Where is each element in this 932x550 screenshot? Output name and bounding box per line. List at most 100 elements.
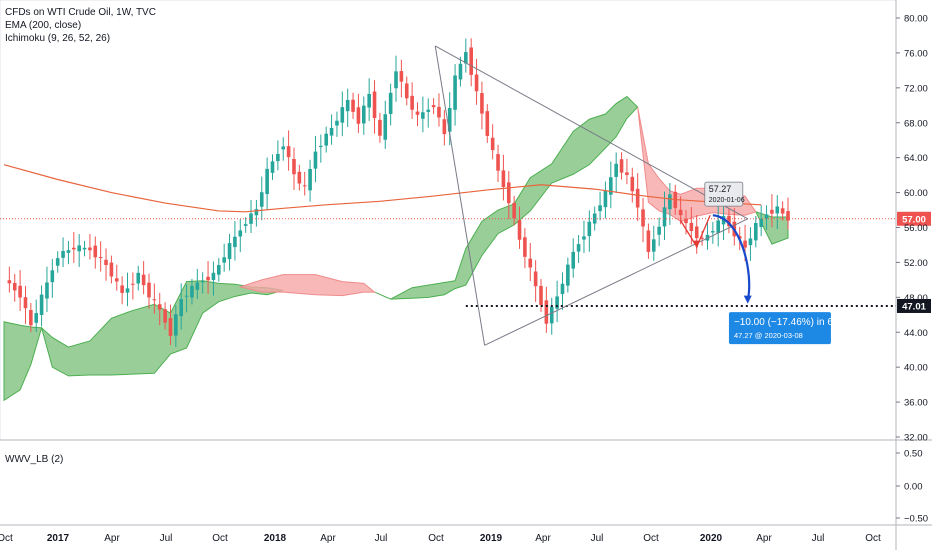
candle-up <box>614 163 618 177</box>
candle-up <box>748 238 753 246</box>
candle-down <box>678 209 683 216</box>
legend: CFDs on WTI Crude Oil, 1W, TVC EMA (200,… <box>5 6 156 45</box>
triangle-lower-line <box>484 218 748 346</box>
candle-up <box>754 223 758 241</box>
candle-down <box>378 119 382 136</box>
time-tick-label: Jul <box>160 533 173 544</box>
candle-down <box>533 271 538 287</box>
candle-up <box>308 168 312 191</box>
zigzag-arrowhead <box>693 240 700 250</box>
candle-down <box>630 176 635 192</box>
candle-down <box>399 71 404 82</box>
ema-200-line <box>3 164 762 213</box>
callout-date: 2020-01-06 <box>709 197 745 204</box>
candle-up <box>190 285 194 298</box>
candle-down <box>517 220 522 240</box>
price-tick-label: 48.00 <box>904 293 928 304</box>
candle-up <box>77 245 81 252</box>
candle-up <box>136 272 141 284</box>
time-tick-label: 2019 <box>480 533 503 544</box>
forecast-arrow <box>712 214 751 301</box>
candle-down <box>72 247 76 250</box>
candle-down <box>506 182 511 204</box>
candle-down <box>163 309 167 323</box>
price-tick-label: 40.00 <box>904 363 928 374</box>
candle-down <box>442 119 447 135</box>
candle-down <box>528 258 533 268</box>
candle-up <box>603 190 608 208</box>
candle-down <box>104 259 108 266</box>
target-price-tag <box>897 298 931 313</box>
forecast-arrowhead <box>743 295 752 304</box>
candle-up <box>125 288 130 293</box>
candle-up <box>453 75 457 110</box>
time-tick-label: Apr <box>535 533 551 544</box>
candle-up <box>39 294 44 315</box>
candle-up <box>549 306 554 324</box>
candle-up <box>238 230 243 237</box>
candle-down <box>539 285 543 305</box>
legend-ema[interactable]: EMA (200, close) <box>5 20 82 31</box>
price-tick-label: 36.00 <box>904 398 928 409</box>
measure-detail: 47.27 @ 2020-03-08 <box>734 331 803 340</box>
candle-up <box>270 161 275 173</box>
callout-price: 57.27 <box>709 184 732 194</box>
candle-up <box>179 299 184 317</box>
time-tick-label: 2020 <box>700 533 723 544</box>
candle-down <box>29 309 33 326</box>
candle-up <box>759 218 763 227</box>
candle-up <box>361 105 366 124</box>
candle-down <box>786 211 790 221</box>
time-tick-label: Apr <box>104 533 120 544</box>
candle-down <box>114 278 119 282</box>
time-tick-label: Jul <box>375 533 388 544</box>
candle-down <box>372 91 377 119</box>
candle-down <box>501 170 506 187</box>
candle-up <box>716 220 721 233</box>
candle-up <box>233 236 237 248</box>
candle-down <box>437 106 441 118</box>
kumo-bearish <box>238 274 376 297</box>
candle-down <box>512 202 516 219</box>
kumo-bullish <box>3 321 43 402</box>
candle-down <box>109 262 114 277</box>
time-tick-label: Oct <box>212 533 228 544</box>
candle-down <box>490 137 495 151</box>
candle-down <box>469 47 473 75</box>
legend-symbol[interactable]: CFDs on WTI Crude Oil, 1W, TVC <box>5 7 156 18</box>
candle-down <box>88 247 92 251</box>
candle-up <box>243 224 248 226</box>
drawings[interactable]: 57.00 47.01 57.27 2020-01-06 −10.00 (−17.46%… <box>0 45 931 346</box>
candle-down <box>770 209 774 214</box>
candle-down <box>297 171 302 184</box>
legend-wwv[interactable]: WWV_LB (2) <box>5 454 64 465</box>
price-tick-label: 44.00 <box>904 328 928 339</box>
time-tick-label: 2018 <box>264 533 287 544</box>
candle-down <box>152 299 157 301</box>
candle-up <box>571 251 576 269</box>
candle-up <box>276 153 280 162</box>
candle-up <box>211 272 216 280</box>
price-tick-label: 80.00 <box>904 14 928 25</box>
candle-up <box>324 133 328 146</box>
candle-up <box>340 107 345 123</box>
candle-up <box>61 250 65 258</box>
triangle-upper-line <box>434 45 748 220</box>
candle-up <box>249 213 253 224</box>
candle-down <box>780 208 785 214</box>
candle-up <box>217 265 221 275</box>
candle-down <box>168 318 173 336</box>
candle-up <box>45 282 49 299</box>
candle-up <box>82 247 87 250</box>
candle-up <box>576 244 581 252</box>
candle-down <box>496 154 500 171</box>
legend-ichimoku[interactable]: Ichimoku (9, 26, 52, 26) <box>5 33 111 44</box>
time-tick-label: Oct <box>0 533 13 544</box>
candle-up <box>555 296 559 309</box>
price-tick-label: 68.00 <box>904 118 928 129</box>
candle-down <box>351 99 355 112</box>
candle-down <box>131 283 135 285</box>
candle-up <box>227 243 232 260</box>
candle-up <box>195 282 200 290</box>
